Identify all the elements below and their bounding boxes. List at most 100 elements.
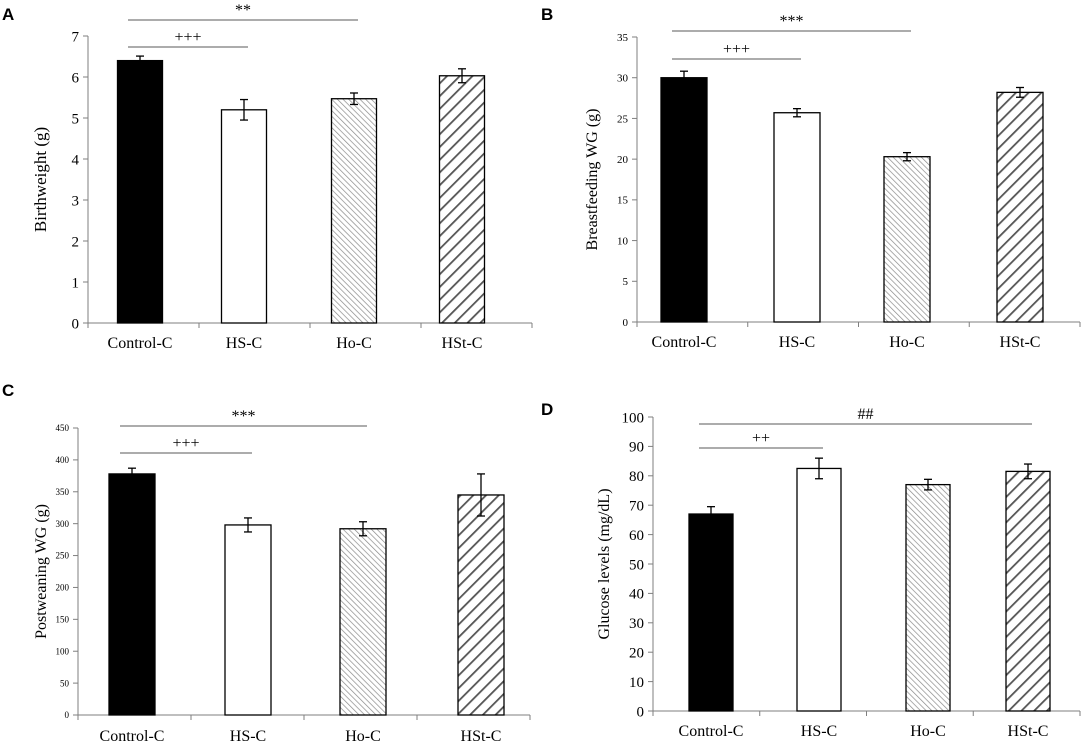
y-tick-label: 7: [72, 29, 80, 45]
y-tick-label: 300: [56, 519, 70, 529]
category-label: HS-C: [779, 334, 815, 351]
y-tick-label: 0: [72, 316, 80, 332]
y-tick-label: 80: [629, 469, 644, 485]
significance-label: +++: [172, 435, 199, 452]
y-tick-label: 90: [629, 440, 644, 456]
panel-letter: D: [541, 400, 553, 419]
category-label: HSt-C: [442, 335, 483, 352]
y-tick-label: 250: [56, 551, 70, 561]
bar-hst-c: [996, 91, 1044, 323]
y-tick-label: 1: [72, 275, 80, 291]
category-label: Ho-C: [910, 723, 946, 740]
y-tick-label: 50: [629, 557, 644, 573]
bar-ho-c: [330, 98, 378, 324]
category-label: HSt-C: [461, 728, 502, 744]
y-tick-label: 2: [72, 234, 80, 250]
y-tick-label: 0: [637, 704, 645, 720]
category-label: HS-C: [801, 723, 837, 740]
bar-hst-c: [457, 494, 505, 716]
significance-bracket: ***: [120, 408, 367, 427]
category-label: Control-C: [100, 728, 165, 744]
y-tick-label: 10: [617, 235, 629, 247]
category-label: HS-C: [230, 728, 266, 744]
category-label: HSt-C: [1008, 723, 1049, 740]
y-tick-label: 40: [629, 587, 644, 603]
error-bar-ho-c: [350, 92, 358, 106]
y-tick-label: 150: [56, 614, 70, 624]
y-tick-label: 10: [629, 675, 644, 691]
error-bar-hs-c: [815, 457, 823, 480]
y-tick-label: 60: [629, 528, 644, 544]
error-bar-hst-c: [458, 68, 466, 84]
y-axis-title: Glucose levels (mg/dL): [596, 488, 613, 639]
significance-bracket: +++: [672, 41, 801, 60]
panel-letter: C: [2, 381, 14, 400]
bar-control-c: [116, 59, 164, 324]
y-tick-label: 400: [56, 455, 70, 465]
error-bar-hst-c: [1016, 86, 1024, 98]
error-bar-ho-c: [359, 521, 367, 537]
y-axis-title: Breastfeeding WG (g): [584, 109, 601, 251]
significance-label: ***: [780, 13, 804, 30]
bar-control-c: [660, 77, 708, 323]
y-tick-label: 50: [60, 678, 70, 688]
bar-ho-c: [905, 483, 951, 712]
y-tick-label: 450: [56, 423, 70, 433]
significance-label: ##: [858, 406, 874, 423]
panel-letter: B: [541, 5, 553, 24]
significance-bracket: +++: [128, 29, 248, 48]
error-bar-hst-c: [477, 473, 485, 517]
category-label: Ho-C: [336, 335, 372, 352]
y-tick-label: 100: [622, 410, 645, 426]
significance-label: +++: [174, 29, 201, 46]
y-tick-label: 0: [623, 317, 629, 329]
significance-bracket: +++: [120, 435, 252, 454]
significance-label: ***: [232, 408, 256, 425]
y-axis-title: Birthweight (g): [31, 127, 50, 232]
category-label: Ho-C: [889, 334, 925, 351]
bar-ho-c: [883, 156, 931, 323]
bar-control-c: [108, 473, 156, 716]
y-axis-title: Postweaning WG (g): [33, 504, 50, 639]
significance-bracket: **: [128, 2, 358, 21]
category-label: HSt-C: [1000, 334, 1041, 351]
category-label: Control-C: [652, 334, 717, 351]
error-bar-control-c: [680, 70, 688, 85]
category-label: Control-C: [679, 723, 744, 740]
error-bar-hst-c: [1024, 463, 1032, 480]
category-label: Control-C: [108, 335, 173, 352]
y-tick-label: 30: [629, 616, 644, 632]
bar-hs-c: [224, 524, 272, 716]
bar-ho-c: [339, 528, 387, 716]
y-tick-label: 35: [617, 32, 629, 44]
y-tick-label: 20: [629, 645, 644, 661]
significance-label: ++: [752, 430, 770, 447]
y-tick-label: 25: [617, 113, 629, 125]
bar-hs-c: [773, 112, 821, 323]
y-tick-label: 5: [623, 276, 629, 288]
panel-c: C 0 50 100 150 200 250 300 350 400 450 Postweaning …: [2, 381, 531, 744]
error-bar-hs-c: [240, 98, 248, 121]
bar-hst-c: [1005, 470, 1051, 712]
y-tick-label: 0: [65, 710, 70, 720]
bar-control-c: [688, 513, 734, 712]
error-bar-hs-c: [793, 108, 801, 118]
significance-label: **: [235, 2, 251, 19]
significance-bracket: ***: [672, 13, 911, 32]
category-label: Ho-C: [345, 728, 381, 744]
y-tick-label: 70: [629, 498, 644, 514]
significance-bracket: ++: [699, 430, 823, 449]
panel-d: D 0 10 20 30 40 50 60 70 80 90 100 Glucose levels (m…: [541, 400, 1081, 740]
error-bar-ho-c: [903, 151, 911, 162]
error-bar-control-c: [128, 467, 136, 481]
bar-hs-c: [796, 467, 842, 712]
panel-a: A 0 1 2 3 4 5 6 7 Birthweight (g) Control-C HS-C Ho-…: [2, 2, 533, 352]
y-tick-label: 6: [72, 70, 80, 86]
category-label: HS-C: [226, 335, 262, 352]
error-bar-ho-c: [924, 478, 932, 491]
y-tick-label: 20: [617, 154, 629, 166]
significance-label: +++: [723, 41, 750, 58]
error-bar-control-c: [707, 506, 715, 523]
y-tick-label: 5: [72, 111, 80, 127]
